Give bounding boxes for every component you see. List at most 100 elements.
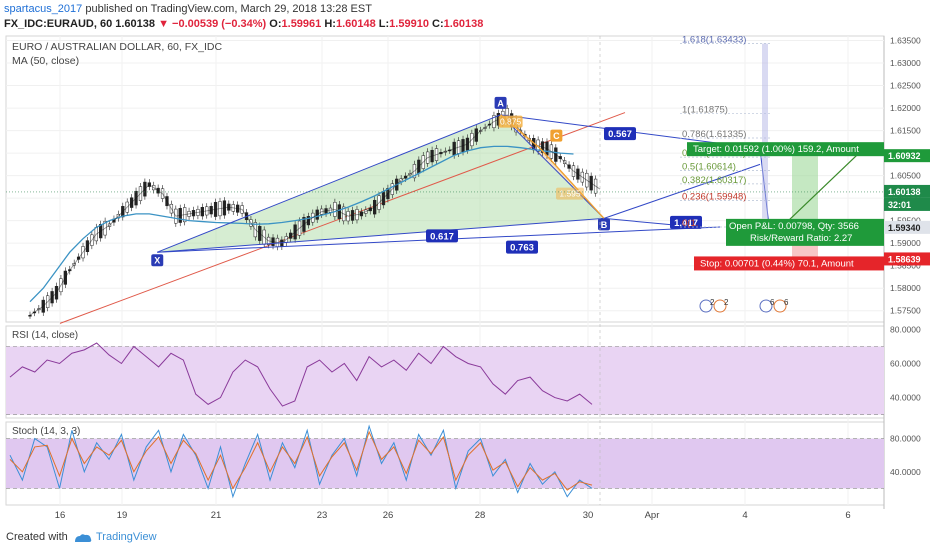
last-price: 1.60138: [115, 18, 156, 30]
down-arrow-icon: ▼: [158, 18, 169, 30]
fib-level-label: 1.618(1.63433): [682, 35, 746, 46]
open-pl-label: Open P&L: 0.00798, Qty: 3566: [729, 221, 859, 232]
created-with-text: Created with: [6, 531, 68, 543]
fib-level-label: 0.5(1.60614): [682, 161, 736, 172]
pattern-point-x: X: [154, 256, 160, 266]
ratio-label-1-box: [604, 127, 636, 141]
ratio-label-4-box: [670, 215, 702, 229]
rsi-band: [6, 346, 884, 415]
price-tick-label: 1.59000: [890, 238, 921, 248]
price-tick-label: 1.60500: [890, 171, 921, 181]
time-tick-label: 30: [583, 510, 594, 521]
stoch-k-line: [9, 424, 593, 499]
price-tick-label: 1.58000: [890, 283, 921, 293]
price-tick-label: 1.63500: [890, 36, 921, 46]
footer: Created with TradingView: [0, 526, 932, 550]
price-tick-label: 1.63000: [890, 58, 921, 68]
event-flag-icon: [713, 299, 727, 313]
event-flag-icon: [699, 299, 713, 313]
rsi-tick-label: 40.0000: [890, 393, 921, 403]
symbol-info: FX_IDC:EURAUD, 60 1.60138 ▼ −0.00539 (−0…: [4, 18, 483, 30]
fib-level-label: 0.786(1.61335): [682, 129, 746, 140]
time-tick-label: 6: [845, 510, 850, 521]
rsi-tick-label: 60.0000: [890, 358, 921, 368]
price-tick-label: 1.61500: [890, 126, 921, 136]
last-price-tag: 1.60138: [888, 187, 921, 197]
pattern-point-b-box: [598, 218, 610, 231]
time-tick-label: 4: [742, 510, 747, 521]
pattern-ratio-mark2: 1.595: [559, 189, 581, 199]
chart-header: spartacus_2017 published on TradingView.…: [0, 0, 932, 36]
pattern-leg-cb: [539, 148, 605, 219]
time-tick-label: 26: [383, 510, 394, 521]
price-tick-label: 1.57500: [890, 306, 921, 316]
stop-price-tag-box: [884, 252, 930, 266]
ratio-label-1: 0.567: [608, 129, 632, 140]
pattern-leg-xb: [157, 217, 605, 253]
symbol-name: FX_IDC:EURAUD, 60: [4, 18, 113, 30]
event-flag-icon: [773, 299, 787, 313]
pattern-ratio-mark-box: [498, 115, 523, 128]
event-flag-icon: [759, 299, 773, 313]
fib-level-label: 0.382(1.60317): [682, 175, 746, 186]
target-price-tag-box: [884, 149, 930, 163]
fib-level-label: 0(1.: [682, 218, 698, 229]
low-label: L:: [378, 18, 390, 30]
ratio-label-3-box: [506, 240, 538, 254]
ma-line: [29, 145, 574, 303]
price-change: −0.00539 (−0.34%): [172, 18, 267, 30]
event-count: 6: [784, 298, 789, 307]
entry-price-tag-box: [884, 220, 930, 234]
time-tick-label: 21: [211, 510, 222, 521]
entry-price-tag: 1.59340: [888, 223, 921, 233]
time-tick-label: 28: [475, 510, 486, 521]
stoch-band: [6, 438, 884, 489]
event-count: 2: [724, 298, 729, 307]
projection-bar: [762, 43, 768, 219]
stoch-d-line: [9, 430, 593, 491]
author-link[interactable]: spartacus_2017: [4, 3, 83, 15]
chart-canvas[interactable]: 1.635001.630001.625001.620001.615001.610…: [0, 0, 932, 526]
candle-body: [28, 314, 32, 317]
high-label: H:: [324, 18, 336, 30]
pattern-point-x-box: [151, 254, 164, 267]
tradingview-brand-link[interactable]: TradingView: [96, 531, 157, 543]
pattern-leg-xa: [157, 114, 501, 253]
event-count: 6: [770, 298, 775, 307]
stop-label-box: [694, 256, 884, 271]
last-price-tag-box: [884, 184, 930, 198]
stoch-tick-label: 40.0000: [890, 467, 921, 477]
pattern-point-c: C: [553, 131, 560, 141]
countdown-tag-box: [884, 197, 930, 211]
publish-info: spartacus_2017 published on TradingView.…: [4, 3, 372, 15]
stoch-title: Stoch (14, 3, 3): [12, 426, 80, 437]
risk-reward-label: Risk/Reward Ratio: 2.27: [750, 233, 852, 244]
time-tick-label: 23: [317, 510, 328, 521]
price-tick-label: 1.62500: [890, 81, 921, 91]
stop-label: Stop: 0.00701 (0.44%) 70.1, Amount: [700, 258, 854, 269]
fib-level-label: 1(1.61875): [682, 105, 728, 116]
close-value: 1.60138: [443, 18, 484, 30]
pattern-point-a-box: [494, 96, 507, 109]
time-tick-label: 16: [55, 510, 66, 521]
main-pane-frame: [5, 35, 885, 323]
ma-indicator-label: MA (50, close): [12, 55, 79, 67]
ratio-label-2-box: [426, 229, 458, 243]
harmonic-xab-fill: [157, 114, 605, 253]
pattern-point-b: B: [601, 220, 608, 230]
stoch-tick-label: 80.0000: [890, 434, 921, 444]
open-value: 1.59961: [281, 18, 322, 30]
position-projection-line: [785, 151, 861, 224]
event-count: 2: [710, 298, 715, 307]
publish-date: published on TradingView.com, March 29, …: [85, 3, 372, 15]
low-value: 1.59910: [389, 18, 429, 30]
pattern-ratio-mark2-box: [556, 187, 584, 200]
pattern-ratio-mark: 0.875: [500, 117, 522, 127]
target-price-tag: 1.60932: [888, 151, 921, 161]
time-tick-label: 19: [117, 510, 128, 521]
open-label: O:: [269, 18, 282, 30]
countdown-tag: 32:01: [888, 200, 911, 210]
open-pl-box: [726, 218, 884, 246]
time-tick-label: Apr: [645, 510, 660, 521]
chart-title: EURO / AUSTRALIAN DOLLAR, 60, FX_IDC: [12, 41, 222, 53]
